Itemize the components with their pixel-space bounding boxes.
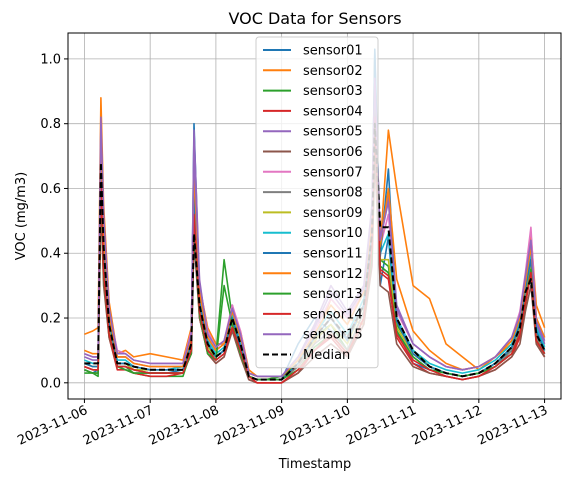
legend-label: sensor13 (303, 287, 363, 302)
legend-label: sensor11 (303, 247, 363, 262)
y-tick-label: 0.6 (40, 182, 61, 197)
plot-frame (67, 32, 562, 400)
y-tick-label: 0.8 (40, 117, 61, 132)
x-tick-label: 2023-11-09 (213, 403, 288, 449)
legend-label: sensor10 (303, 226, 363, 241)
series-line-median (84, 122, 546, 381)
x-tick-label: 2023-11-12 (410, 403, 485, 449)
legend-label: sensor01 (303, 44, 363, 59)
y-axis-title: VOC (mg/m3) (14, 172, 29, 260)
y-axis-ticks: 0.0 0.2 0.4 0.6 0.8 1.0 (40, 52, 68, 391)
legend-label: sensor09 (303, 206, 363, 221)
legend-label: sensor04 (303, 104, 363, 119)
legend-box (255, 36, 379, 369)
y-tick-label: 1.0 (40, 52, 61, 67)
legend-label: sensor05 (303, 125, 363, 140)
legend-label: sensor06 (303, 145, 363, 160)
x-tick-label: 2023-11-06 (15, 403, 90, 449)
x-tick-label: 2023-11-08 (147, 403, 222, 449)
legend: sensor01 sensor02 sensor03 sensor04 sensor05… (255, 36, 379, 369)
legend-label: sensor12 (303, 267, 363, 282)
y-tick-label: 0.2 (40, 312, 61, 327)
x-tick-label: 2023-11-11 (344, 403, 419, 449)
legend-label: sensor03 (303, 84, 363, 99)
x-tick-label: 2023-11-07 (81, 403, 156, 449)
series-line-sensor14 (84, 116, 546, 384)
legend-label: sensor15 (303, 328, 363, 343)
chart-title: VOC Data for Sensors (228, 9, 401, 28)
series-layer (84, 48, 546, 384)
legend-label: sensor02 (303, 64, 363, 79)
x-tick-label: 2023-11-10 (278, 403, 353, 449)
series-line-sensor15 (84, 77, 546, 378)
x-axis-ticks: 2023-11-062023-11-072023-11-082023-11-09… (15, 399, 550, 449)
x-tick-label: 2023-11-13 (475, 403, 550, 449)
x-axis-title: Timestamp (278, 457, 352, 472)
legend-label: sensor08 (303, 186, 363, 201)
y-tick-label: 0.0 (40, 376, 61, 391)
legend-label: Median (303, 348, 350, 363)
legend-label: sensor14 (303, 307, 363, 322)
legend-label: sensor07 (303, 165, 363, 180)
y-tick-label: 0.4 (40, 247, 61, 262)
